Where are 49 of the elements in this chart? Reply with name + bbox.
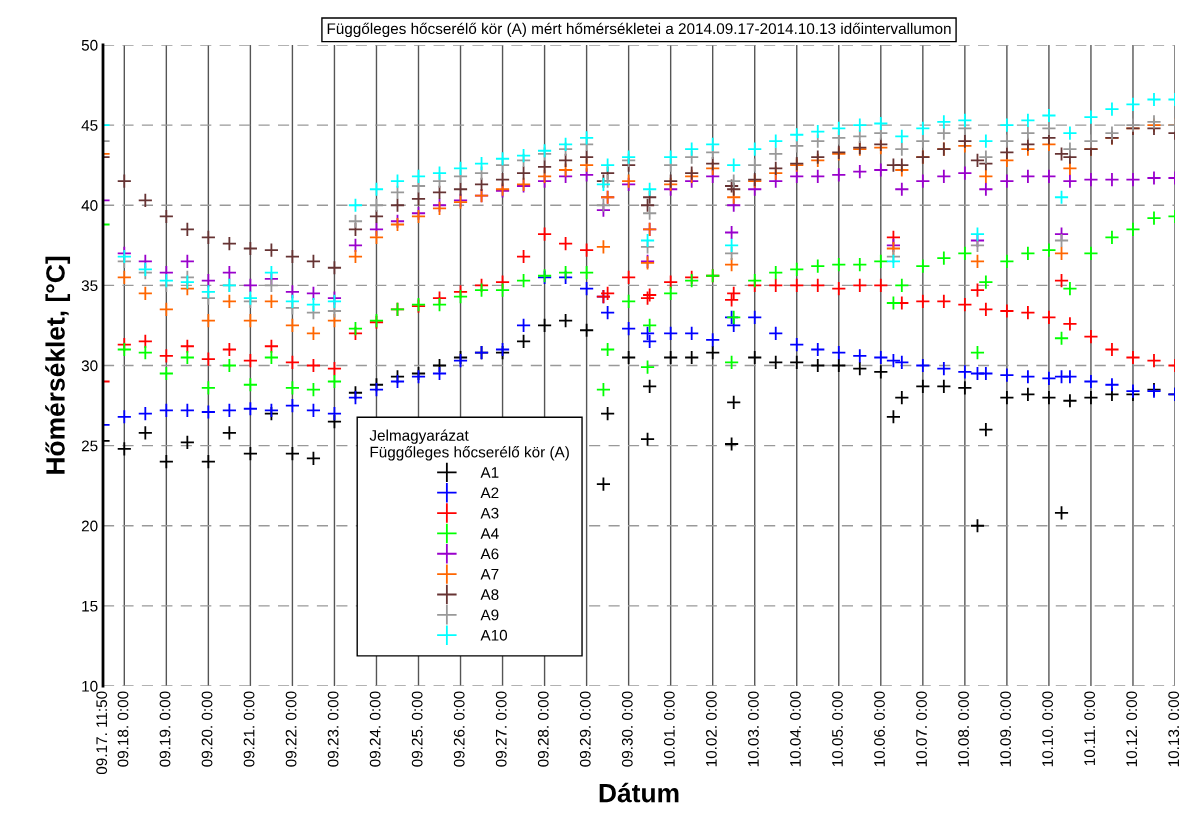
- x-tick-label: 09.26. 0:00: [453, 691, 465, 767]
- legend-label: A1: [480, 467, 499, 478]
- y-tick-label: 45: [81, 120, 98, 131]
- x-tick-label: 09.21. 0:00: [243, 691, 255, 767]
- x-tick-label: 09.29. 0:00: [579, 691, 591, 767]
- legend-label: A9: [480, 609, 499, 621]
- x-tick-label: 10.09. 0:00: [1000, 691, 1011, 767]
- y-axis-title: Hőmérséklet, [°C]: [45, 256, 71, 474]
- x-tick-label: 10.11. 0:00: [1084, 691, 1096, 766]
- y-tick-label: 40: [81, 200, 98, 211]
- y-tick-label: 30: [81, 360, 98, 372]
- y-tick-label: 20: [81, 520, 98, 532]
- legend-label: A7: [480, 568, 499, 580]
- y-tick-label: 50: [81, 39, 98, 51]
- x-tick-label: 09.22. 0:00: [285, 691, 297, 767]
- x-tick-label: 10.01. 0:00: [663, 691, 675, 767]
- chart-title: Függőleges hőcserélő kör (A) mért hőmérsékletei a 2014.09.17-2014.10.13 időintervallumon: [327, 22, 951, 38]
- x-tick-label: 10.07. 0:00: [916, 691, 927, 767]
- legend-title: Jelmagyarázat Függőleges hőcserélő kör (A): [369, 429, 569, 461]
- legend-label: A8: [480, 589, 499, 600]
- x-tick-label: 10.10. 0:00: [1042, 691, 1054, 767]
- x-tick-label: 10.12. 0:00: [1126, 691, 1138, 767]
- x-tick-label: 10.02. 0:00: [705, 691, 717, 767]
- x-tick-label: 09.25. 0:00: [411, 691, 423, 767]
- x-tick-label: 09.30. 0:00: [621, 691, 633, 767]
- y-tick-label: 25: [81, 440, 98, 452]
- x-axis-title: Dátum: [599, 782, 679, 803]
- legend-label: A10: [480, 629, 508, 641]
- x-tick-label: 09.28. 0:00: [537, 691, 549, 767]
- x-tick-label: 10.08. 0:00: [958, 691, 969, 767]
- y-tick-label: 15: [82, 600, 98, 612]
- x-tick-label: 10.04. 0:00: [790, 691, 801, 767]
- x-tick-label: 10.13. 0:00: [1168, 691, 1180, 767]
- legend-label: A3: [480, 507, 499, 519]
- x-tick-label: 09.20. 0:00: [201, 691, 213, 767]
- legend-label: A2: [480, 487, 499, 499]
- y-tick-label: 35: [81, 280, 98, 292]
- x-tick-label: 10.05. 0:00: [832, 691, 843, 767]
- x-tick-label: 09.19. 0:00: [159, 691, 171, 767]
- x-tick-label: 09.27. 0:00: [495, 691, 507, 767]
- x-tick-label: 09.23. 0:00: [327, 691, 339, 767]
- legend-label: A4: [480, 528, 499, 539]
- x-tick-label: 09.17. 11:50: [96, 691, 108, 775]
- x-tick-label: 10.03. 0:00: [748, 691, 759, 767]
- x-tick-label: 10.06. 0:00: [874, 691, 885, 767]
- x-tick-label: 09.24. 0:00: [369, 691, 381, 767]
- y-tick-label: 10: [82, 680, 98, 692]
- x-tick-label: 09.18. 0:00: [117, 691, 129, 767]
- legend-label: A6: [480, 548, 499, 560]
